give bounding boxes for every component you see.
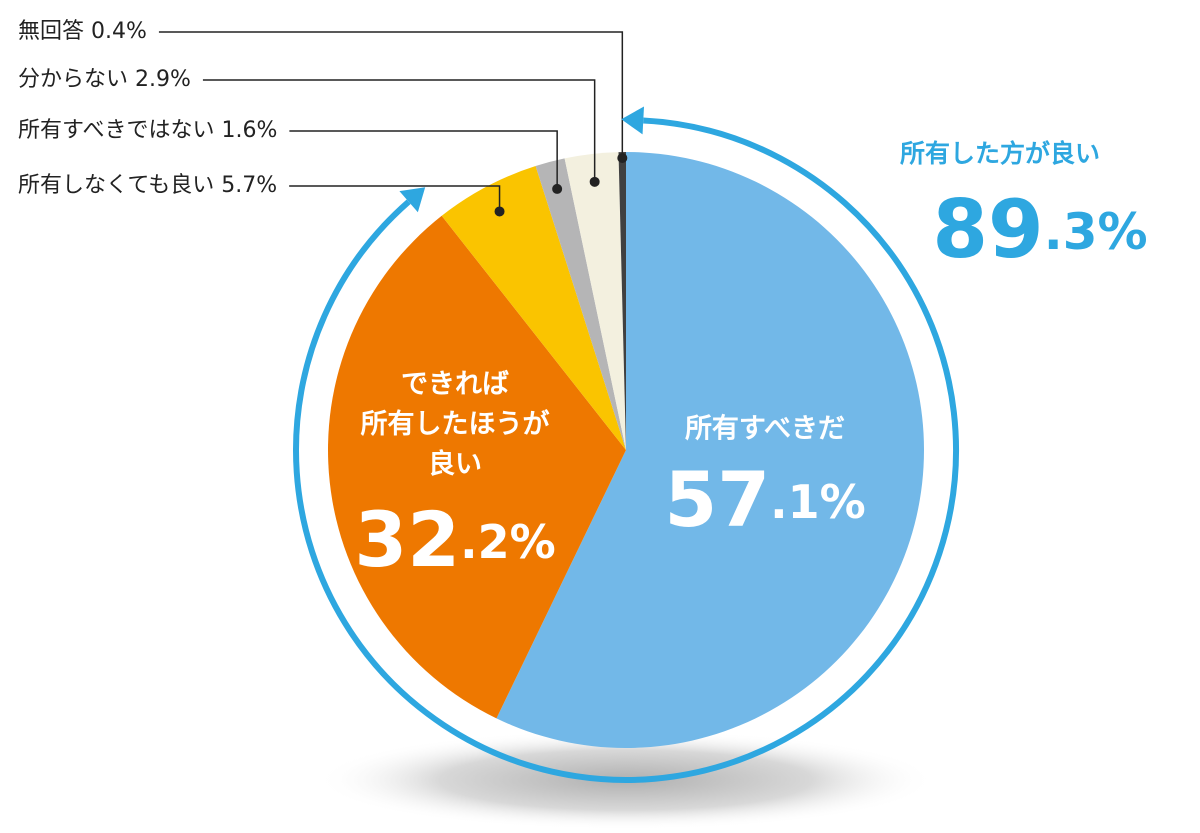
callout-label: 所有しなくても良い 5.7% [18, 173, 277, 198]
callout-value: 0.4% [91, 19, 147, 44]
annotation-text: 所有した方が良い [900, 139, 1100, 168]
leader-line [289, 185, 501, 212]
slice-value-label: 32.2% [354, 495, 555, 584]
callout-label: 無回答 0.4% [18, 19, 147, 44]
slices [327, 152, 925, 748]
annotation-arrowhead [399, 187, 426, 213]
annotation-value: 89.3% [932, 183, 1147, 276]
pie-slice [535, 158, 626, 450]
slice-label: できれば所有したほうが良い [361, 369, 550, 480]
callout-label: 所有すべきではない 1.6% [18, 118, 277, 143]
slice-label: 所有すべきだ [685, 414, 845, 445]
leader-line [202, 79, 596, 182]
leader-dot [589, 176, 600, 187]
annotation-arc [293, 117, 959, 783]
pie-slice [327, 215, 626, 719]
callout-value: 1.6% [221, 118, 277, 143]
leader-line [289, 130, 558, 189]
leader-line [158, 31, 624, 159]
pie-slice [496, 152, 925, 748]
leader-dot [617, 153, 628, 164]
callout-value: 2.9% [135, 67, 191, 92]
callout-value: 5.7% [221, 173, 277, 198]
pie-slice [441, 166, 626, 451]
leader-dot [552, 183, 563, 194]
pie-slice [618, 152, 626, 450]
labels: 所有すべきだ 57.1% できれば所有したほうが良い 32.2% 所有しなくても良い 5… [18, 19, 1148, 783]
annotation-arrowhead [621, 106, 645, 135]
leader-dot [494, 206, 505, 217]
pie-slice [564, 152, 626, 450]
callout-category: 所有すべきではない [18, 118, 214, 143]
slice-value-label: 57.1% [664, 455, 865, 544]
callout-category: 分からない [18, 67, 128, 92]
callout-category: 所有しなくても良い [18, 173, 214, 198]
callout-label: 分からない 2.9% [18, 67, 191, 92]
callout-category: 無回答 [18, 19, 84, 44]
